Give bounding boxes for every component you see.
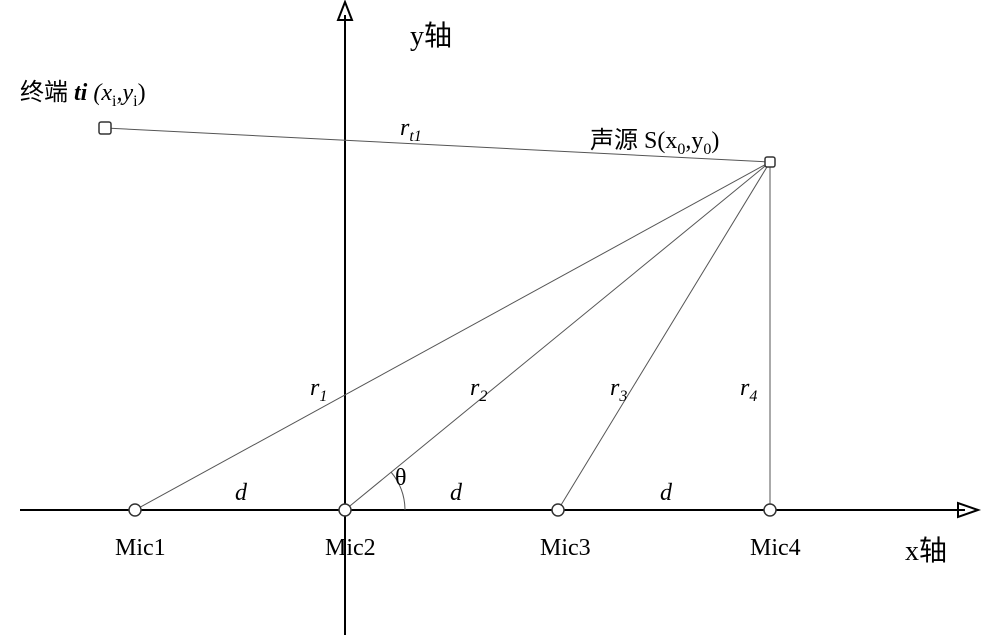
mic4-label: Mic4 bbox=[750, 535, 801, 561]
source-label: 声源 S(x0,y0) bbox=[590, 127, 719, 158]
r2-label: r2 bbox=[470, 375, 487, 405]
terminal-label: 终端 ti (xi,yi) bbox=[20, 79, 146, 110]
r4-label: r4 bbox=[740, 375, 757, 405]
geometry-diagram: y轴 x轴 Mic1 Mic2 Mic3 Mic4 d d d θ r1 r2 … bbox=[0, 0, 1000, 638]
mic4-point bbox=[764, 504, 776, 516]
line-r1 bbox=[135, 162, 770, 510]
line-r3 bbox=[558, 162, 770, 510]
mic3-point bbox=[552, 504, 564, 516]
rt1-label: rt1 bbox=[400, 115, 422, 145]
mic3-label: Mic3 bbox=[540, 535, 591, 561]
line-r2 bbox=[345, 162, 770, 510]
terminal-point bbox=[99, 122, 111, 134]
d-label-3: d bbox=[660, 480, 673, 506]
mic2-label: Mic2 bbox=[325, 535, 376, 561]
r3-label: r3 bbox=[610, 375, 627, 405]
mic1-label: Mic1 bbox=[115, 535, 166, 561]
theta-label: θ bbox=[395, 465, 407, 491]
d-label-2: d bbox=[450, 480, 463, 506]
d-label-1: d bbox=[235, 480, 248, 506]
r1-label: r1 bbox=[310, 375, 327, 405]
mic1-point bbox=[129, 504, 141, 516]
mic2-point bbox=[339, 504, 351, 516]
x-axis-label: x轴 bbox=[905, 535, 947, 567]
source-point bbox=[765, 157, 775, 167]
y-axis-label: y轴 bbox=[410, 20, 452, 52]
